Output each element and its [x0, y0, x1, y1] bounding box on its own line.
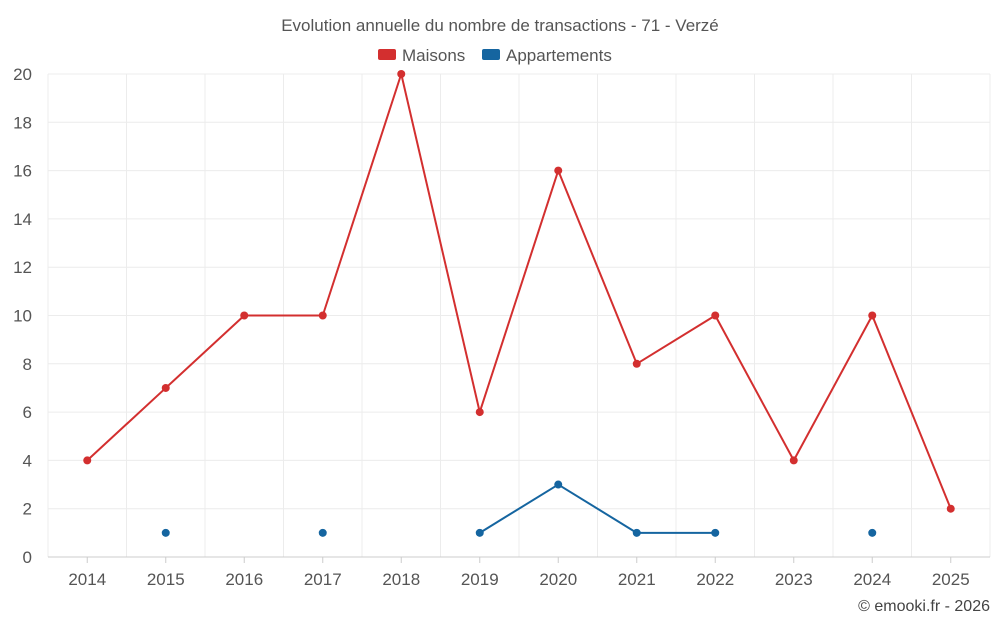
- series-layer: [83, 70, 955, 537]
- series-line-maisons: [792, 315, 874, 461]
- series-line-maisons: [557, 170, 638, 365]
- x-tick-label: 2025: [932, 570, 970, 589]
- y-tick-label: 20: [13, 65, 32, 84]
- data-point-maisons: [240, 311, 249, 320]
- x-tick-label: 2017: [304, 570, 342, 589]
- legend-label-appartements: Appartements: [506, 46, 612, 65]
- credit-text: © emooki.fr - 2026: [858, 598, 990, 615]
- legend-swatch-appartements: [482, 49, 500, 60]
- x-tick-label: 2020: [539, 570, 577, 589]
- legend-item-appartements: Appartements: [482, 46, 612, 65]
- x-tick-label: 2018: [382, 570, 420, 589]
- data-point-maisons: [397, 70, 406, 78]
- legend-swatch-maisons: [378, 49, 396, 60]
- data-point-maisons: [789, 456, 798, 465]
- data-point-maisons: [318, 311, 327, 320]
- series-line-appartements: [479, 483, 559, 534]
- legend: Maisons Appartements: [378, 46, 612, 65]
- series-line-maisons: [871, 315, 952, 510]
- series-line-maisons: [714, 315, 795, 461]
- chart-title: Evolution annuelle du nombre de transact…: [281, 16, 719, 35]
- data-point-appartements: [318, 528, 327, 537]
- data-point-maisons: [83, 456, 92, 465]
- x-tick-label: 2022: [696, 570, 734, 589]
- x-tick-label: 2016: [225, 570, 263, 589]
- data-point-maisons: [475, 408, 484, 417]
- x-tick-label: 2023: [775, 570, 813, 589]
- series-line-maisons: [321, 73, 403, 316]
- series-line-maisons: [478, 170, 560, 413]
- y-tick-label: 4: [23, 451, 32, 470]
- y-tick-label: 12: [13, 258, 32, 277]
- y-tick-label: 8: [23, 355, 32, 374]
- data-point-appartements: [475, 528, 484, 537]
- series-line-maisons: [165, 314, 245, 389]
- x-tick-label: 2024: [853, 570, 891, 589]
- axes: 0 2 4 6 8 10 12 14 16 18 20 2014 2015 2016 2017 2018 201…: [13, 65, 990, 589]
- series-line-maisons: [86, 387, 167, 462]
- data-point-maisons: [946, 504, 955, 513]
- y-tick-label: 10: [13, 307, 32, 326]
- y-tick-label: 16: [13, 162, 32, 181]
- legend-label-maisons: Maisons: [402, 46, 465, 65]
- grid: [47, 73, 991, 557]
- data-point-appartements: [161, 528, 170, 537]
- x-tick-label: 2015: [147, 570, 185, 589]
- data-point-appartements: [711, 528, 720, 537]
- data-point-maisons: [711, 311, 720, 320]
- y-tick-label: 6: [23, 403, 32, 422]
- series-line-appartements: [557, 483, 638, 534]
- y-tick-label: 14: [13, 210, 32, 229]
- data-point-appartements: [632, 528, 641, 537]
- legend-item-maisons: Maisons: [378, 46, 465, 65]
- series-line-maisons: [400, 73, 481, 413]
- x-tick-label: 2014: [68, 570, 106, 589]
- data-point-appartements: [554, 480, 563, 489]
- data-point-maisons: [868, 311, 877, 320]
- data-point-maisons: [632, 359, 641, 368]
- data-point-appartements: [868, 528, 877, 537]
- y-tick-label: 2: [23, 500, 32, 519]
- data-point-maisons: [161, 383, 170, 392]
- y-tick-label: 18: [13, 113, 32, 132]
- y-tick-label: 0: [23, 548, 32, 567]
- x-tick-label: 2019: [461, 570, 499, 589]
- x-tick-label: 2021: [618, 570, 656, 589]
- data-point-maisons: [554, 166, 563, 175]
- series-line-maisons: [636, 314, 716, 365]
